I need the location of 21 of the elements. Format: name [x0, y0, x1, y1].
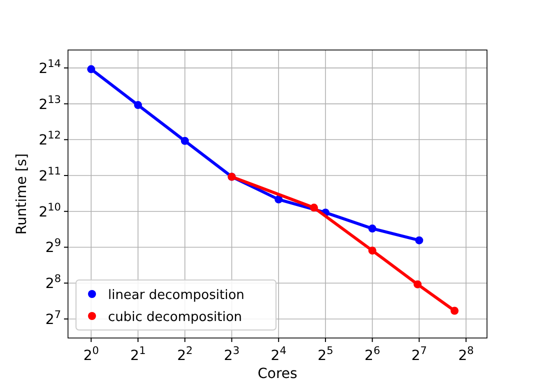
y-tick-label: 2$^{7}$ [45, 308, 61, 328]
x-tick-label: 2$^{8}$ [458, 345, 474, 364]
y-tick-label: 2$^{14}$ [38, 58, 62, 77]
x-tick-label: 2$^{2}$ [177, 345, 193, 364]
y-tick-label: 2$^{8}$ [45, 273, 61, 292]
legend-label: cubic decomposition [108, 310, 242, 325]
x-tick-label: 2$^{1}$ [130, 345, 146, 364]
y-tick-label: 2$^{9}$ [45, 237, 61, 256]
x-tick-label: 2$^{6}$ [364, 345, 380, 364]
y-tick-label: 2$^{11}$ [38, 166, 61, 185]
y-tick-label: 2$^{12}$ [38, 130, 61, 149]
y-tick-label: 2$^{10}$ [38, 201, 61, 220]
x-tick-label: 2$^{7}$ [411, 345, 427, 364]
x-tick-label: 2$^{0}$ [83, 345, 99, 364]
x-axis-title: Cores [258, 366, 298, 382]
y-axis-title: Runtime [s] [14, 153, 30, 235]
y-tick-label: 2$^{13}$ [38, 94, 61, 113]
x-tick-label: 2$^{5}$ [318, 345, 334, 364]
x-tick-label: 2$^{4}$ [270, 345, 287, 364]
legend-label: linear decomposition [108, 288, 244, 303]
x-tick-label: 2$^{3}$ [224, 345, 240, 364]
